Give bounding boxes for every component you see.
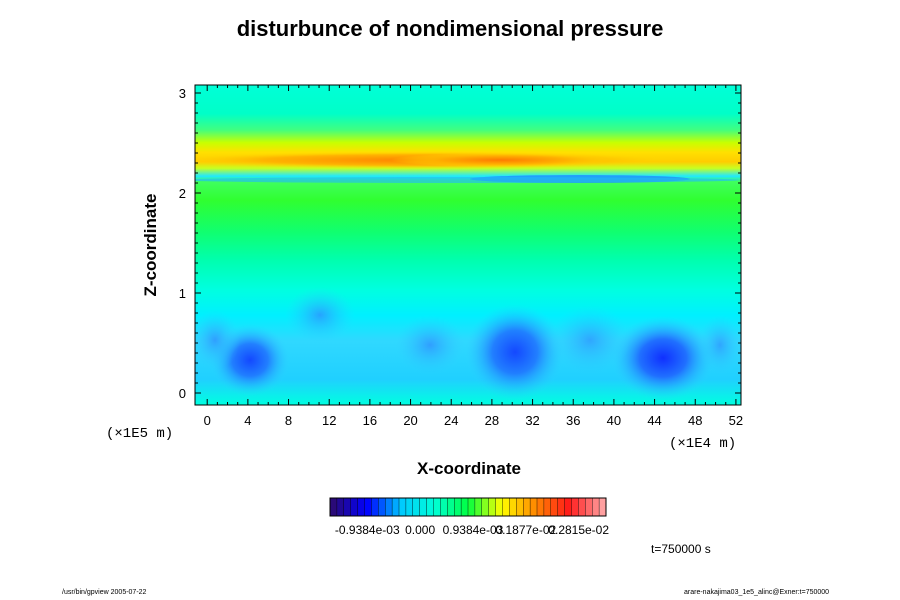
x-axis: 0 4 8 12 16 20 24 28 32 36 40 44 48 52: [204, 85, 743, 428]
y-tick-label: 2: [179, 186, 186, 201]
colorbar-segment: [598, 497, 607, 517]
y-axis-label: Z-coordinate: [141, 193, 160, 297]
colorbar-tick-label: 0.1877e-02: [495, 523, 557, 537]
x-tick-label: 32: [525, 413, 539, 428]
colorbar-segment: [536, 497, 545, 517]
x-tick-label: 36: [566, 413, 580, 428]
colorbar-segment: [592, 497, 600, 517]
colorbar-segment: [371, 497, 379, 517]
colorbar: [329, 497, 607, 517]
colorbar-segment: [454, 497, 462, 517]
colorbar-segment: [433, 497, 441, 517]
colorbar-segment: [419, 497, 428, 517]
x-tick-label: 16: [363, 413, 377, 428]
colorbar-segment: [343, 497, 352, 517]
x-tick-label: 28: [485, 413, 499, 428]
colorbar-segment: [585, 497, 593, 517]
colorbar-segment: [391, 497, 400, 517]
colorbar-segment: [488, 497, 497, 517]
x-tick-label: 40: [607, 413, 621, 428]
x-axis-label: X-coordinate: [417, 459, 521, 478]
colorbar-segment: [557, 497, 566, 517]
colorbar-segment: [550, 497, 559, 517]
y-axis: 0 1 2 3: [179, 86, 741, 401]
y-tick-label: 3: [179, 86, 186, 101]
colorbar-segment: [385, 497, 393, 517]
y-tick-label: 1: [179, 286, 186, 301]
y-tick-label: 0: [179, 386, 186, 401]
colorbar-segment: [578, 497, 586, 517]
colorbar-segment: [529, 497, 538, 517]
colorbar-segment: [481, 497, 490, 517]
y-scale-note: (×1E5 m): [106, 426, 174, 442]
colorbar-segment: [350, 497, 359, 517]
colorbar-segment: [447, 497, 455, 517]
colorbar-tick-label: 0.2815e-02: [548, 523, 610, 537]
colorbar-frame: [329, 497, 607, 517]
x-tick-label: 12: [322, 413, 336, 428]
colorbar-tick-label: -0.9384e-03: [334, 523, 400, 537]
x-tick-label: 0: [204, 413, 211, 428]
colorbar-segment: [426, 497, 435, 517]
colorbar-segment: [523, 497, 531, 517]
plot-frame: [194, 84, 742, 406]
colorbar-segment: [460, 497, 469, 517]
colorbar-tick-label: 0.9384e-03: [442, 523, 504, 537]
colorbar-segment: [329, 497, 338, 517]
colorbar-segment: [516, 497, 524, 517]
colorbar-segment: [405, 497, 414, 517]
footer-right: arare-nakajima03_1e5_alinc@Exner:t=75000…: [684, 589, 830, 596]
x-tick-label: 44: [647, 413, 661, 428]
colorbar-segment: [412, 497, 421, 517]
footer-left: /usr/bin/gpview 2005-07-22: [62, 589, 147, 596]
colorbar-segment: [495, 497, 504, 517]
colorbar-segment: [398, 497, 407, 517]
colorbar-segment: [474, 497, 483, 517]
x-scale-note: (×1E4 m): [669, 436, 737, 452]
colorbar-segment: [357, 497, 366, 517]
colorbar-segment: [564, 497, 572, 517]
colorbar-segment: [543, 497, 552, 517]
time-label: t=750000 s: [651, 542, 711, 556]
colorbar-segment: [571, 497, 579, 517]
x-tick-label: 8: [285, 413, 292, 428]
colorbar-segment: [336, 497, 345, 517]
chart-title: disturbunce of nondimensional pressure: [236, 16, 664, 41]
colorbar-segment: [502, 497, 510, 517]
colorbar-segment: [378, 497, 386, 517]
x-tick-label: 52: [729, 413, 743, 428]
colorbar-segment: [440, 497, 448, 517]
colorbar-segment: [467, 497, 476, 517]
colorbar-segment: [509, 497, 517, 517]
x-tick-label: 4: [244, 413, 251, 428]
x-tick-label: 48: [688, 413, 702, 428]
colorbar-tick-label: 0.000: [405, 523, 436, 537]
x-tick-label: 20: [403, 413, 417, 428]
heatmap-features: [195, 151, 741, 400]
x-tick-label: 24: [444, 413, 458, 428]
colorbar-segment: [364, 497, 372, 517]
